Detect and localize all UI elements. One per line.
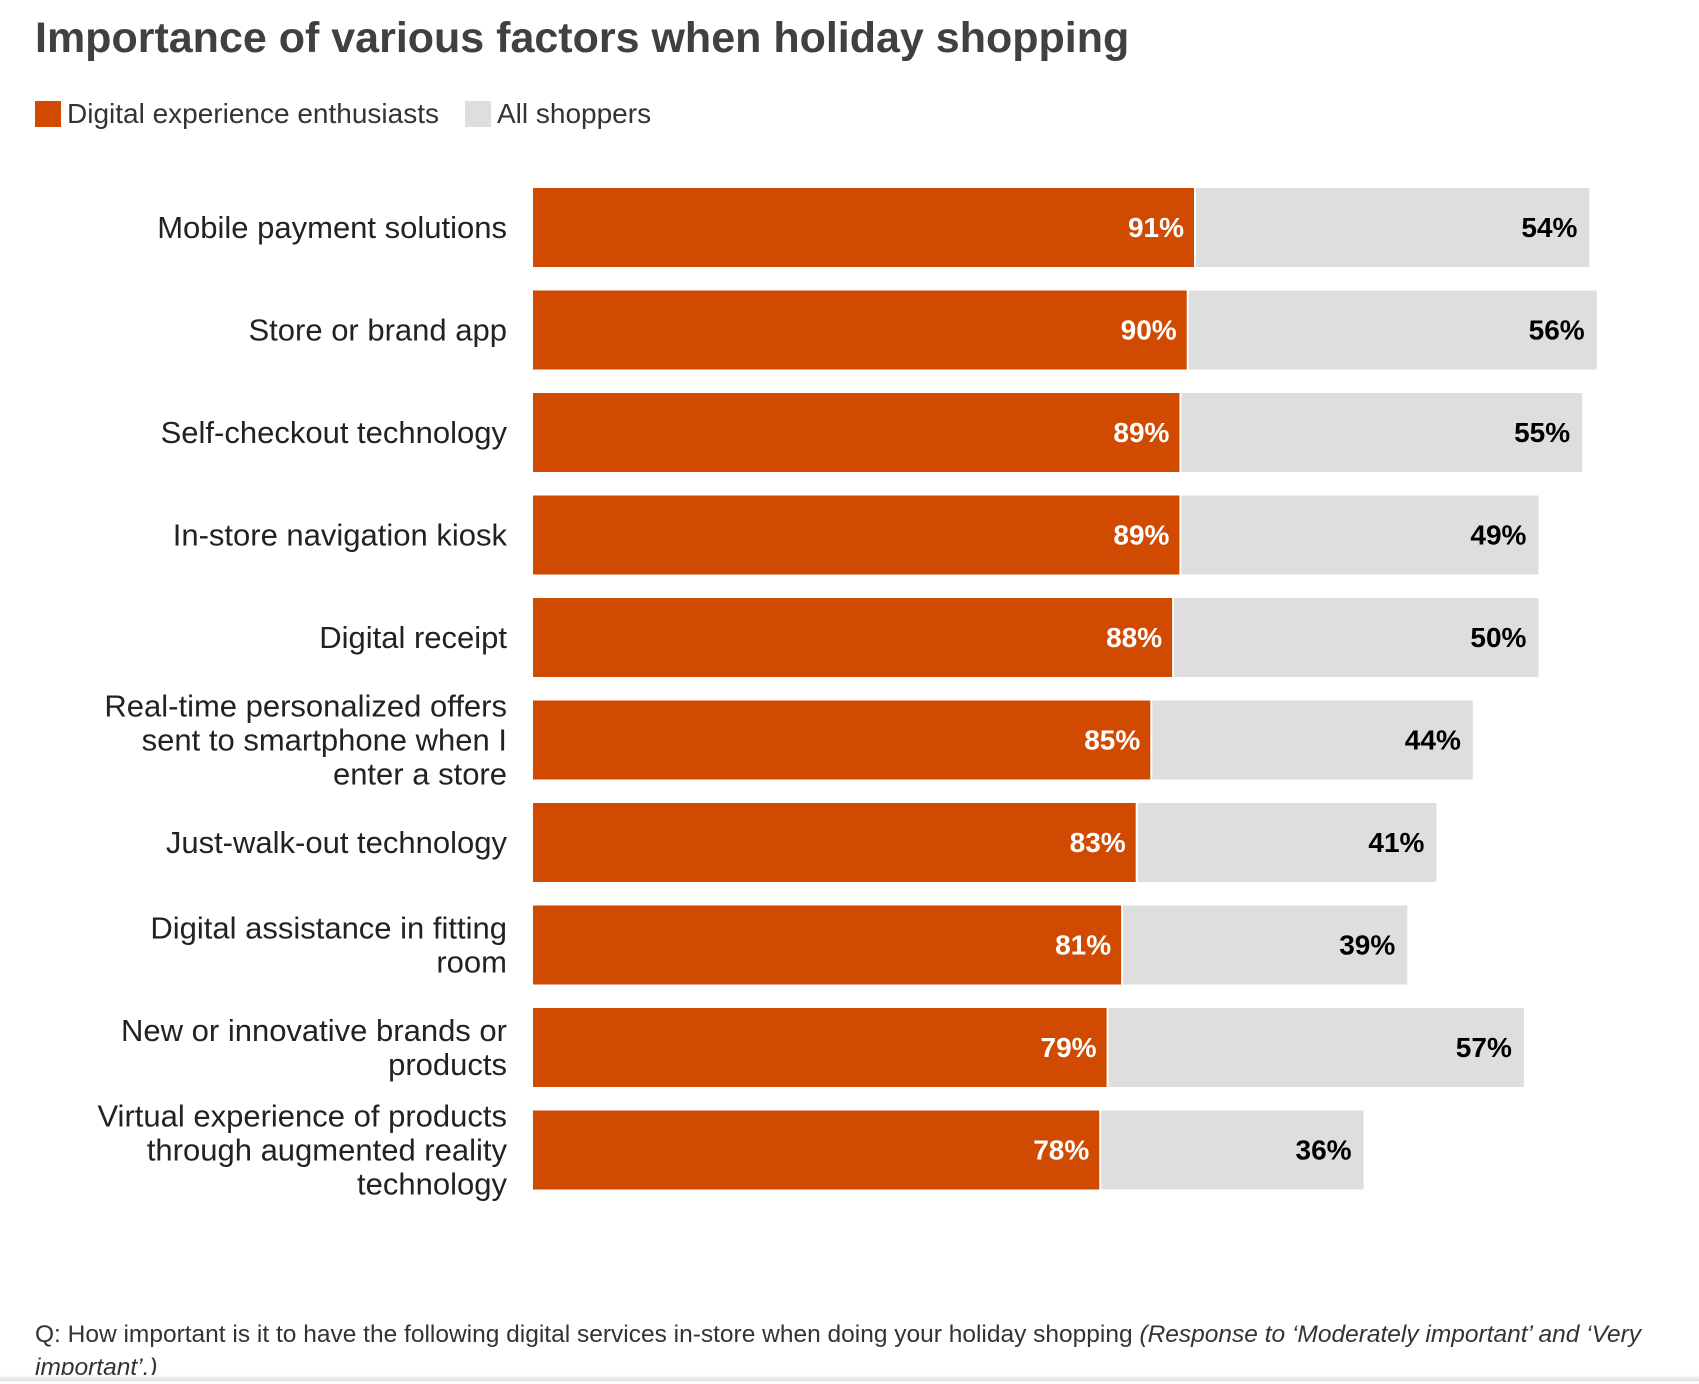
legend-swatch-enthusiasts: [35, 101, 61, 127]
bar-all-shoppers: [1152, 700, 1473, 780]
bar-all-shoppers: [1108, 1008, 1524, 1087]
bar-all-shoppers: [1101, 1110, 1364, 1190]
legend-item-all-shoppers: All shoppers: [464, 98, 652, 130]
legend-swatch-all-shoppers: [464, 101, 491, 127]
data-label-all-shoppers: 44%: [1405, 725, 1461, 756]
category-label: Virtual experience of products: [97, 1099, 507, 1134]
bar-all-shoppers: [1188, 290, 1597, 370]
data-label-all-shoppers: 39%: [1339, 930, 1395, 961]
data-label-all-shoppers: 54%: [1521, 212, 1577, 243]
category-label: Real-time personalized offers: [104, 689, 507, 724]
bar-all-shoppers: [1137, 803, 1437, 882]
category-label: products: [388, 1047, 507, 1082]
bottom-edge-shadow: [0, 1375, 1699, 1381]
data-label-enthusiasts: 91%: [1128, 212, 1184, 243]
data-label-enthusiasts: 83%: [1070, 827, 1126, 858]
category-label: through augmented reality: [147, 1133, 508, 1168]
bar-all-shoppers: [1174, 598, 1539, 677]
legend-label-enthusiasts: Digital experience enthusiasts: [67, 98, 439, 129]
bar-enthusiasts: [533, 290, 1187, 370]
bar-enthusiasts: [533, 905, 1122, 985]
category-label: Digital receipt: [319, 620, 507, 655]
bar-enthusiasts: [533, 188, 1194, 267]
footnote: Q: How important is it to have the follo…: [35, 1318, 1675, 1384]
bar-enthusiasts: [533, 1008, 1107, 1087]
legend: Digital experience enthusiasts All shopp…: [35, 98, 677, 130]
bar-enthusiasts: [533, 700, 1151, 780]
data-label-enthusiasts: 79%: [1041, 1032, 1097, 1063]
data-label-enthusiasts: 81%: [1055, 930, 1111, 961]
bar-all-shoppers: [1196, 188, 1590, 267]
footnote-question: Q: How important is it to have the follo…: [35, 1321, 1140, 1348]
data-label-all-shoppers: 36%: [1296, 1135, 1352, 1166]
data-label-all-shoppers: 41%: [1368, 827, 1424, 858]
bar-enthusiasts: [533, 598, 1173, 677]
data-label-all-shoppers: 56%: [1529, 315, 1585, 346]
bar-enthusiasts: [533, 495, 1180, 575]
category-label: sent to smartphone when I: [142, 723, 507, 758]
data-label-enthusiasts: 85%: [1084, 725, 1140, 756]
data-label-enthusiasts: 89%: [1113, 520, 1169, 551]
category-label: Mobile payment solutions: [157, 210, 507, 245]
legend-label-all-shoppers: All shoppers: [496, 98, 652, 129]
data-label-all-shoppers: 57%: [1456, 1032, 1512, 1063]
category-label: enter a store: [333, 757, 507, 792]
bar-chart: Mobile payment solutions 91% 54% Store or b…: [97, 188, 1597, 1202]
data-label-all-shoppers: 50%: [1470, 622, 1526, 653]
data-label-all-shoppers: 55%: [1514, 417, 1570, 448]
legend-item-enthusiasts: Digital experience enthusiasts: [35, 98, 439, 130]
category-label: Digital assistance in fitting: [150, 911, 507, 946]
data-label-enthusiasts: 89%: [1113, 417, 1169, 448]
bar-all-shoppers: [1123, 905, 1408, 985]
category-label: New or innovative brands or: [121, 1013, 507, 1048]
bar-enthusiasts: [533, 1110, 1100, 1190]
data-label-enthusiasts: 78%: [1033, 1135, 1089, 1166]
category-label: room: [436, 945, 507, 980]
bar-enthusiasts: [533, 393, 1180, 472]
data-label-enthusiasts: 88%: [1106, 622, 1162, 653]
category-label: In-store navigation kiosk: [173, 518, 508, 553]
bar-all-shoppers: [1181, 495, 1539, 575]
category-label: technology: [357, 1167, 507, 1202]
bar-enthusiasts: [533, 803, 1136, 882]
data-label-all-shoppers: 49%: [1470, 520, 1526, 551]
category-label: Self-checkout technology: [161, 415, 508, 450]
data-label-enthusiasts: 90%: [1121, 315, 1177, 346]
category-label: Just-walk-out technology: [166, 825, 508, 860]
category-label: Store or brand app: [248, 313, 507, 348]
chart-title: Importance of various factors when holid…: [35, 14, 1130, 62]
bar-all-shoppers: [1181, 393, 1583, 472]
